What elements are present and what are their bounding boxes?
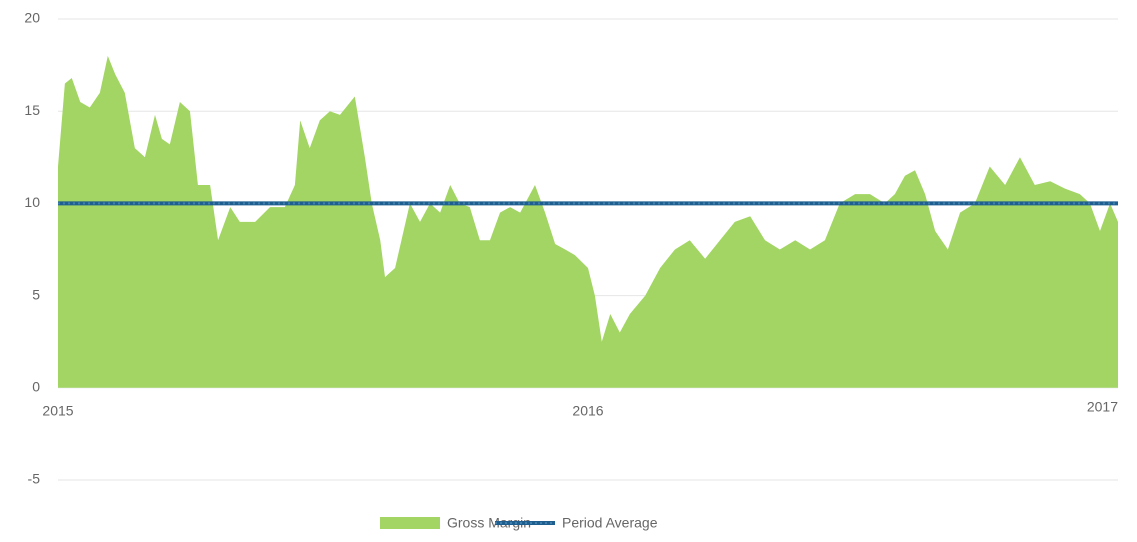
y-tick-label: 5 (32, 286, 40, 302)
legend-label: Gross Margin (447, 515, 531, 531)
y-tick-label: 15 (24, 102, 40, 118)
y-tick-label: 0 (32, 379, 40, 395)
x-tick-label: 2017 (1087, 399, 1118, 415)
x-tick-label: 2016 (572, 403, 603, 419)
y-tick-label: -5 (28, 471, 41, 487)
x-tick-label: 2015 (42, 403, 73, 419)
y-tick-label: 10 (24, 194, 40, 210)
area (58, 55, 1118, 388)
legend-swatch (380, 517, 440, 529)
y-tick-label: 20 (24, 10, 40, 26)
legend-label: Period Average (562, 515, 658, 531)
